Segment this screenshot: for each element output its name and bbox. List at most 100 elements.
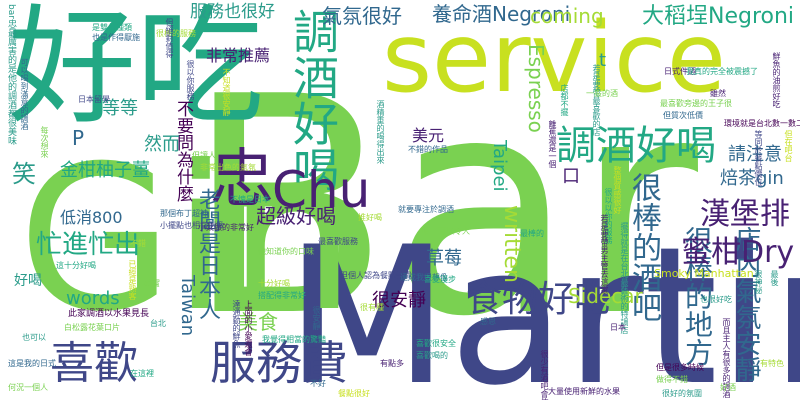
phrase: 日本 bbox=[610, 323, 626, 332]
phrase: 很有種 bbox=[360, 303, 384, 312]
phrase: 喜愛漫步 bbox=[424, 275, 456, 284]
word-hamburg-steak: 漢堡排 bbox=[700, 197, 790, 232]
word-chu: Chu bbox=[272, 161, 371, 219]
word-gin: Gin bbox=[18, 123, 356, 356]
phrase: 他知道你的口味 bbox=[258, 247, 314, 256]
phrase: 小擺點也相當別緻 bbox=[160, 221, 224, 230]
phrase: 推好喝 bbox=[358, 213, 382, 222]
phrase: 很安靜 bbox=[312, 306, 321, 330]
phrase: 我真的完全被震撼了 bbox=[686, 67, 758, 76]
word-busy: 忙進忙出 bbox=[36, 230, 141, 260]
phrase: 有特色 bbox=[760, 359, 784, 368]
phrase: 何況一個人 bbox=[8, 383, 48, 392]
phrase: 很少有酒吧會使用大量的食用花 bbox=[540, 350, 549, 400]
phrase: 最喜歡服務 bbox=[318, 237, 358, 246]
phrase: 很以你服務 bbox=[186, 60, 195, 100]
word-taiwan: Taiwan bbox=[177, 275, 198, 337]
phrase: 小菜做的非常好 bbox=[198, 223, 254, 232]
phrase: 最棒的 bbox=[520, 229, 544, 238]
phrase: 上面的小愛還會 bbox=[244, 300, 253, 356]
phrase: 環境就是台北數一數二 bbox=[724, 119, 800, 128]
word-written: written bbox=[499, 205, 524, 283]
word-martini: Martini bbox=[285, 206, 800, 400]
word-service-also-good: 服務也很好 bbox=[190, 2, 275, 22]
word-espresso: Espresso bbox=[524, 44, 548, 133]
phrase: 是雙倍種類 bbox=[92, 23, 132, 32]
phrase: 不知道很安靜 bbox=[222, 68, 231, 116]
word-laugh: 笑 bbox=[12, 160, 36, 188]
phrase: 若是要帶男主管去這家 bbox=[600, 214, 609, 294]
phrase: 不愧是日本 bbox=[230, 195, 270, 204]
phrase: 最後 bbox=[770, 270, 779, 286]
phrase: 那個布丁超神 bbox=[160, 209, 208, 218]
phrase: bar忠最厲害的是他的調酒都很美味 bbox=[6, 4, 16, 145]
word-smoky-manhattan: Smoky Manhattan bbox=[654, 267, 754, 280]
word-tiaojiu-haohe-vertical: 調酒好喝 bbox=[286, 8, 340, 192]
word-coming: coming bbox=[530, 4, 604, 28]
phrase: 餐點很好 bbox=[338, 389, 370, 398]
phrase: 很棒的服務 bbox=[156, 29, 196, 38]
phrase: 一般的酒 bbox=[586, 89, 618, 98]
phrase: 最喜歡旁邊的王子很 bbox=[660, 99, 732, 108]
word-yomeishu-negroni: 養命酒Negroni bbox=[432, 2, 571, 26]
phrase: 也是作得厭施 bbox=[92, 33, 140, 42]
phrase: 此家調酒以水果見長 bbox=[68, 309, 150, 319]
word-very-quiet: 很安靜 bbox=[372, 290, 426, 311]
word-haochi: 好吃 bbox=[8, 0, 265, 142]
phrase: 大量使用新鮮的水果 bbox=[548, 387, 620, 396]
phrase: 在這裡 bbox=[130, 369, 154, 378]
phrase: 喜歡很安全 bbox=[416, 339, 456, 348]
phrase: 有點多 bbox=[380, 359, 404, 368]
phrase: 台北 bbox=[150, 319, 166, 328]
phrase: 等同於餐點價位 bbox=[754, 130, 763, 186]
word-sidecar: Sidecar bbox=[568, 284, 643, 308]
word-dadaocheng-negroni: 大稻埕Negroni bbox=[642, 4, 795, 29]
phrase: 但絕對值得 bbox=[165, 18, 174, 58]
word-please-note: 請注意 bbox=[728, 144, 782, 165]
phrase: 我覺得相當的驚豔 bbox=[262, 335, 326, 344]
phrase: 十分好喝 bbox=[258, 279, 290, 288]
word-quiet-atmosphere: 店內氣氛安靜 bbox=[731, 226, 761, 382]
word-taipei: Taipei bbox=[489, 140, 510, 192]
phrase: 店都不擺 bbox=[560, 84, 569, 116]
word-fuwufei: 服務費 bbox=[210, 336, 348, 390]
phrase: 很神秘 bbox=[754, 270, 763, 294]
phrase: 雖然 bbox=[710, 89, 726, 98]
phrase: 確實 bbox=[144, 279, 160, 288]
word-xihuan: 喜歡 bbox=[50, 338, 138, 389]
word-super-tasty: 超級好喝 bbox=[256, 204, 336, 228]
word-highly-recommend: 非常推薦 bbox=[206, 46, 271, 65]
word-min-spend-800: 低消800 bbox=[60, 208, 123, 227]
word-tasty-drink: 好喝 bbox=[14, 273, 42, 289]
word-mikan-dry: 蜜柑Dry bbox=[681, 235, 795, 270]
word-p: P bbox=[72, 126, 85, 150]
word-bar: Bar bbox=[185, 33, 698, 382]
phrase: 日式件酒 bbox=[664, 67, 696, 76]
phrase: 也可以 bbox=[22, 333, 46, 342]
phrase: 若是要帶最喜歡的店 bbox=[592, 64, 601, 136]
phrase: 白松露花葉口片 bbox=[64, 323, 120, 332]
phrase: 做得不錯 bbox=[656, 375, 688, 384]
word-usd: 美元 bbox=[412, 126, 445, 145]
phrase: 也很好吃 bbox=[700, 295, 732, 304]
phrase: 達通勤的鮮魚 bbox=[232, 300, 241, 348]
word-tiaojiu-haohe: 調酒好喝 bbox=[556, 123, 716, 169]
word-great-bar: 很棒的酒吧 bbox=[626, 172, 661, 322]
phrase: 很好的氛圍 bbox=[662, 389, 702, 398]
word-gourmet: 美食 bbox=[238, 310, 278, 334]
word-kou: 口 bbox=[562, 166, 580, 187]
word-atmosphere-good: 氣氛很好 bbox=[322, 4, 402, 28]
phrase: 唯一可以令人 bbox=[422, 227, 470, 236]
phrase: 但質次低價 bbox=[663, 111, 703, 120]
phrase: 這是我的日式 bbox=[8, 359, 56, 368]
phrase: 很以以你的服務 bbox=[604, 188, 613, 244]
phrase: 喜歡喝的 bbox=[416, 351, 448, 360]
phrase: 離蕉還是一個 bbox=[548, 120, 557, 168]
phrase: 可以喝到滿意的調酒 bbox=[20, 58, 29, 130]
phrase: 但個人認為餐點較貴 bbox=[340, 271, 412, 280]
word-service: service bbox=[382, 2, 726, 114]
phrase: 日本留學 bbox=[78, 95, 110, 104]
phrase: 每次想來 bbox=[40, 126, 49, 158]
phrase: 不錯 bbox=[130, 239, 146, 248]
word-however: 然而 bbox=[144, 134, 180, 155]
